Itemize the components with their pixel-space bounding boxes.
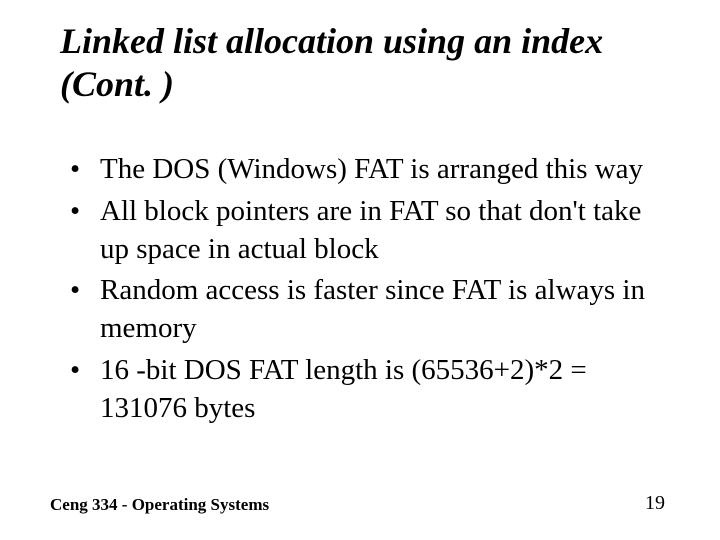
page-number: 19 [645, 492, 665, 515]
list-item: 16 -bit DOS FAT length is (65536+2)*2 = … [70, 352, 670, 427]
bullet-list: The DOS (Windows) FAT is arranged this w… [50, 151, 670, 427]
list-item: Random access is faster since FAT is alw… [70, 272, 670, 347]
slide-title: Linked list allocation using an index (C… [50, 20, 670, 106]
list-item: The DOS (Windows) FAT is arranged this w… [70, 151, 670, 189]
footer-text: Ceng 334 - Operating Systems [50, 495, 269, 515]
list-item: All block pointers are in FAT so that do… [70, 193, 670, 268]
